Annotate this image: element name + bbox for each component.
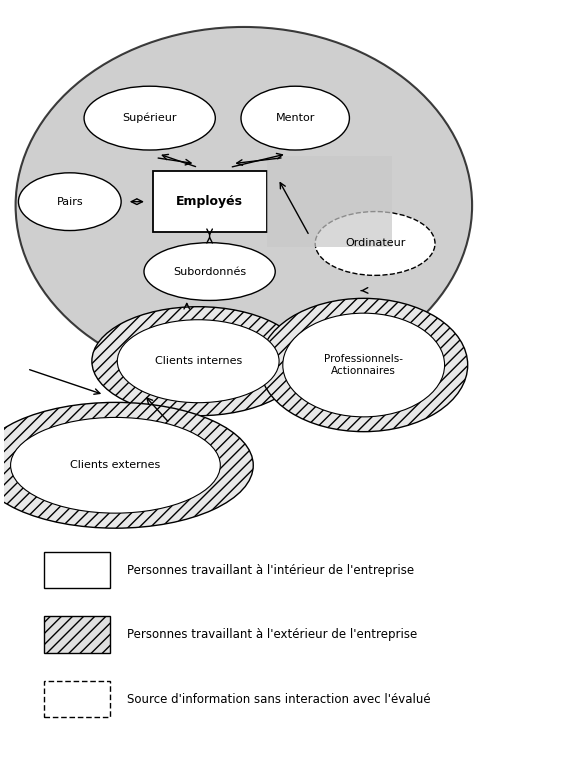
Ellipse shape xyxy=(92,306,305,415)
Bar xyxy=(267,156,392,247)
Text: Employés: Employés xyxy=(176,195,243,208)
Bar xyxy=(152,171,267,232)
Ellipse shape xyxy=(288,316,439,413)
Text: Clients internes: Clients internes xyxy=(155,356,242,366)
Ellipse shape xyxy=(19,173,121,230)
Ellipse shape xyxy=(283,313,445,417)
Text: Subordonnés: Subordonnés xyxy=(173,266,246,276)
Ellipse shape xyxy=(17,421,213,510)
Ellipse shape xyxy=(10,418,220,513)
Text: Mentor: Mentor xyxy=(276,113,315,123)
Ellipse shape xyxy=(144,243,275,300)
Bar xyxy=(44,552,110,588)
Ellipse shape xyxy=(241,86,349,150)
Ellipse shape xyxy=(84,86,215,150)
Ellipse shape xyxy=(123,323,274,400)
Ellipse shape xyxy=(0,402,253,528)
Text: Clients externes: Clients externes xyxy=(70,460,160,470)
Text: Source d'information sans interaction avec l'évalué: Source d'information sans interaction av… xyxy=(127,693,430,706)
Text: Pairs: Pairs xyxy=(57,197,83,207)
Text: Personnes travaillant à l'extérieur de l'entreprise: Personnes travaillant à l'extérieur de l… xyxy=(127,628,417,641)
Ellipse shape xyxy=(16,27,472,384)
Bar xyxy=(44,617,110,653)
Ellipse shape xyxy=(260,298,468,432)
Text: Ordinateur: Ordinateur xyxy=(345,238,405,249)
Bar xyxy=(44,681,110,717)
Text: Professionnels-
Actionnaires: Professionnels- Actionnaires xyxy=(324,354,403,376)
Text: Personnes travaillant à l'intérieur de l'entreprise: Personnes travaillant à l'intérieur de l… xyxy=(127,564,414,577)
Ellipse shape xyxy=(315,211,435,276)
Ellipse shape xyxy=(118,319,279,402)
Text: Supérieur: Supérieur xyxy=(122,113,177,124)
